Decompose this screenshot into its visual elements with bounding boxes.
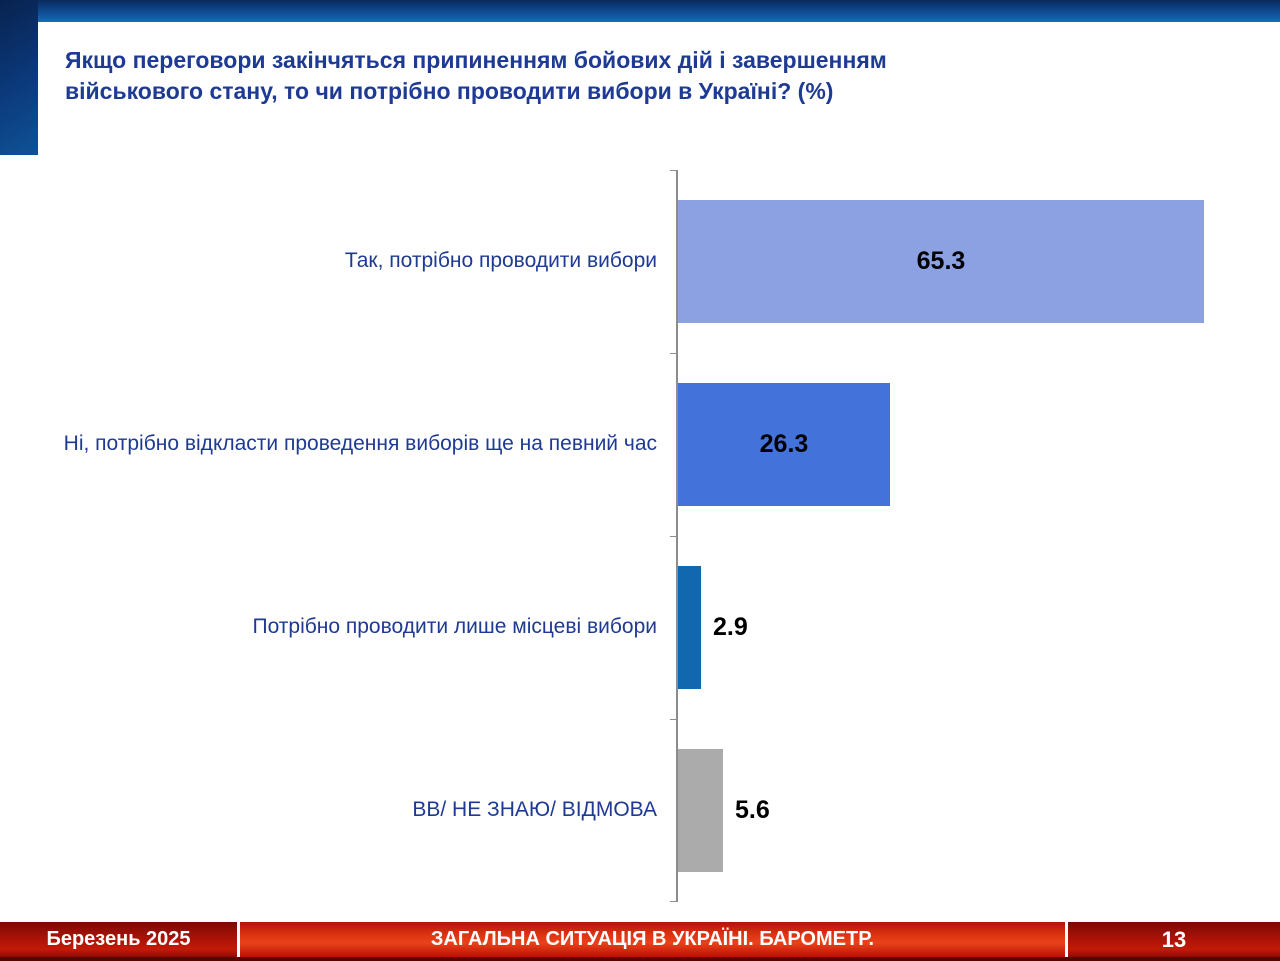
footer-bar: Березень 2025 ЗАГАЛЬНА СИТУАЦІЯ В УКРАЇН… <box>0 922 1280 961</box>
axis-tick <box>670 901 678 902</box>
category-label: Потрібно проводити лише місцеві вибори <box>252 615 657 639</box>
bar <box>678 749 723 872</box>
bar-value-label: 65.3 <box>916 247 966 275</box>
bar-area: 26.3 <box>678 353 1280 536</box>
footer-page-number: 13 <box>1068 922 1280 957</box>
axis-tick <box>670 536 678 537</box>
page-number-label: 13 <box>1161 926 1187 952</box>
bar: 65.3 <box>678 200 1204 323</box>
footer-date: Березень 2025 <box>0 922 237 957</box>
bar-value-label: 5.6 <box>735 796 770 824</box>
category-cell: Так, потрібно проводити вибори <box>0 170 678 353</box>
bar-area: 5.6 <box>678 719 1280 902</box>
slide-title: Якщо переговори закінчяться припиненням … <box>65 47 887 105</box>
chart-rows: Так, потрібно проводити вибори 65.3 Ні, по… <box>0 170 1280 902</box>
axis-tick <box>670 353 678 354</box>
footer-section-title: ЗАГАЛЬНА СИТУАЦІЯ В УКРАЇНІ. БАРОМЕТР. <box>240 922 1065 957</box>
axis-tick <box>670 170 678 171</box>
bar-value-label: 2.9 <box>713 613 748 641</box>
category-cell: Ні, потрібно відкласти проведення виборі… <box>0 353 678 536</box>
chart-row: Так, потрібно проводити вибори 65.3 <box>0 170 1280 353</box>
bar: 26.3 <box>678 383 890 506</box>
bar <box>678 566 701 689</box>
footer-section-label: ЗАГАЛЬНА СИТУАЦІЯ В УКРАЇНІ. БАРОМЕТР. <box>430 928 875 950</box>
chart-row: Потрібно проводити лише місцеві вибори 2.… <box>0 536 1280 719</box>
category-cell: Потрібно проводити лише місцеві вибори <box>0 536 678 719</box>
top-blue-band <box>0 0 1280 22</box>
category-label: ВВ/ НЕ ЗНАЮ/ ВІДМОВА <box>412 798 657 822</box>
left-navy-accent <box>0 0 38 155</box>
axis-tick <box>670 719 678 720</box>
footer-divider <box>1065 922 1068 957</box>
bar-area: 65.3 <box>678 170 1280 353</box>
bar-chart: Так, потрібно проводити вибори 65.3 Ні, по… <box>0 170 1280 902</box>
footer-date-label: Березень 2025 <box>46 928 191 950</box>
category-cell: ВВ/ НЕ ЗНАЮ/ ВІДМОВА <box>0 719 678 902</box>
category-label: Так, потрібно проводити вибори <box>344 249 657 273</box>
chart-row: ВВ/ НЕ ЗНАЮ/ ВІДМОВА 5.6 <box>0 719 1280 902</box>
footer-divider <box>237 922 240 957</box>
bar-value-label: 26.3 <box>759 430 809 458</box>
category-label: Ні, потрібно відкласти проведення виборі… <box>63 432 657 456</box>
chart-row: Ні, потрібно відкласти проведення виборі… <box>0 353 1280 536</box>
bar-area: 2.9 <box>678 536 1280 719</box>
